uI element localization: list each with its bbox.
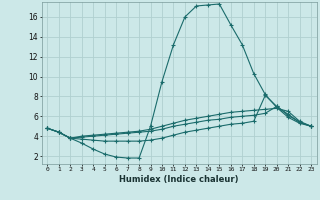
X-axis label: Humidex (Indice chaleur): Humidex (Indice chaleur) — [119, 175, 239, 184]
